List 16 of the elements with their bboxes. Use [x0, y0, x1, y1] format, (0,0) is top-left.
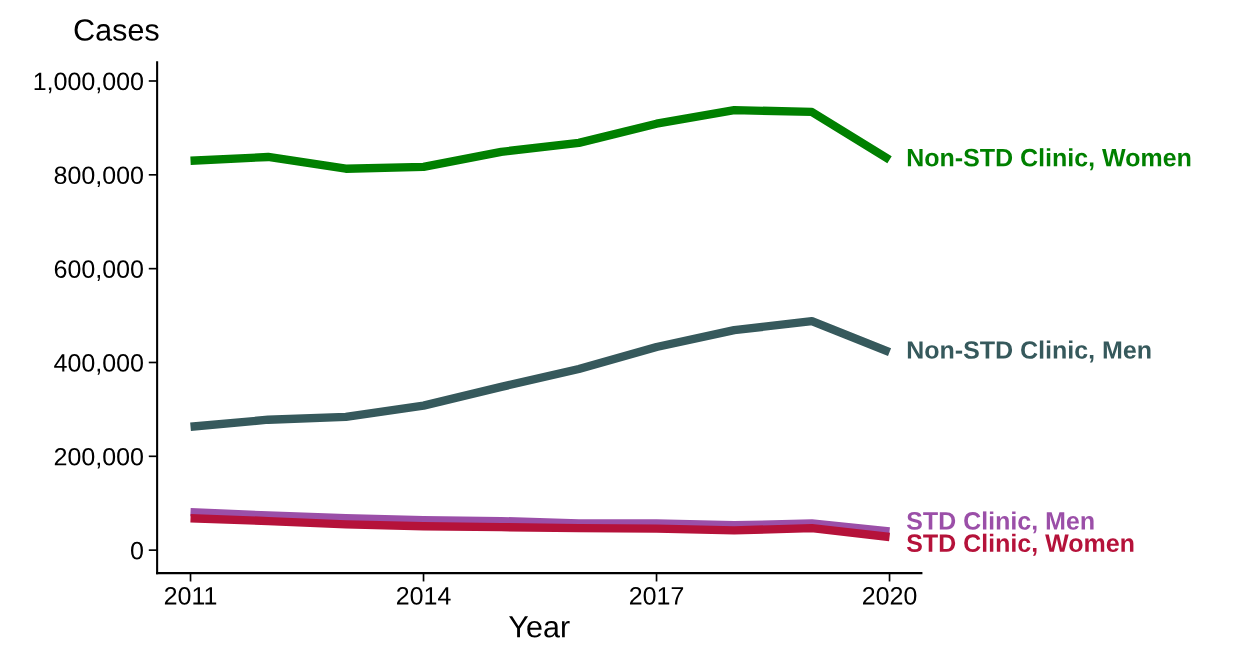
x-tick-label: 2014 [396, 586, 451, 605]
y-tick-label: 0 [131, 541, 143, 560]
x-tick-label: 2011 [164, 586, 217, 605]
y-tick-label: 800,000 [54, 166, 143, 188]
x-axis-title: Year [509, 616, 570, 638]
x-tick-label: 2017 [629, 586, 684, 605]
series-label: Non-STD Clinic, Men [907, 340, 1151, 363]
x-tick-label: 2020 [862, 586, 917, 605]
y-tick-label: 200,000 [54, 447, 143, 469]
y-axis-title: Cases [74, 19, 159, 41]
series-label: STD Clinic, Men [906, 511, 1094, 534]
y-tick-label: 1,000,000 [34, 72, 143, 94]
y-tick-label: 600,000 [54, 260, 143, 281]
y-tick-label: 400,000 [54, 354, 143, 375]
series-label: Non-STD Clinic, Women [907, 148, 1191, 171]
series-label: STD Clinic, Women [906, 533, 1134, 556]
